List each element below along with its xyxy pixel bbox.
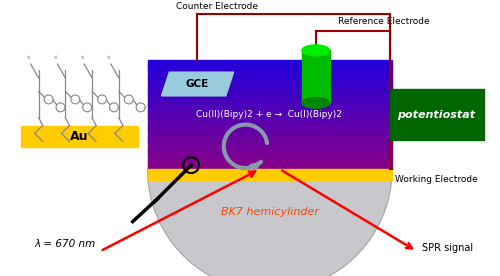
Bar xyxy=(148,68,392,71)
Bar xyxy=(148,169,392,180)
Bar xyxy=(148,132,392,134)
Bar xyxy=(21,126,138,147)
Circle shape xyxy=(56,103,65,112)
Bar xyxy=(148,99,392,102)
Text: S: S xyxy=(63,143,68,149)
Text: S: S xyxy=(90,143,94,149)
Bar xyxy=(148,108,392,110)
Text: Cu(II)(Bipy)2 + e →  Cu(I)(Bipy)2: Cu(II)(Bipy)2 + e → Cu(I)(Bipy)2 xyxy=(196,110,342,119)
Bar xyxy=(148,103,392,106)
Bar xyxy=(148,110,392,113)
Circle shape xyxy=(82,103,92,112)
Bar xyxy=(148,116,392,119)
Bar xyxy=(148,88,392,91)
Bar xyxy=(148,125,392,128)
Bar xyxy=(148,121,392,123)
Bar xyxy=(148,160,392,163)
Bar xyxy=(148,166,392,169)
Bar xyxy=(148,73,392,75)
Bar xyxy=(148,86,392,89)
Bar xyxy=(148,162,392,165)
Bar xyxy=(148,66,392,69)
Bar xyxy=(148,158,392,160)
Bar xyxy=(148,105,392,108)
Bar xyxy=(148,149,392,152)
Circle shape xyxy=(98,95,106,104)
Bar xyxy=(148,81,392,84)
Bar xyxy=(148,129,392,132)
Circle shape xyxy=(71,95,80,104)
Bar xyxy=(148,112,392,115)
Bar xyxy=(148,136,392,139)
Text: λ = 670 nm: λ = 670 nm xyxy=(35,239,96,249)
Text: S: S xyxy=(36,143,41,149)
Bar xyxy=(148,75,392,78)
Bar xyxy=(148,95,392,97)
Bar xyxy=(148,145,392,147)
Bar xyxy=(148,77,392,80)
Text: Au: Au xyxy=(70,130,88,143)
Bar xyxy=(148,71,392,73)
Bar xyxy=(148,138,392,141)
Text: si: si xyxy=(27,55,30,60)
Bar xyxy=(148,127,392,130)
Bar xyxy=(302,50,330,103)
Bar xyxy=(148,156,392,158)
Text: BK7 hemicylinder: BK7 hemicylinder xyxy=(221,207,319,217)
Text: Working Electrode: Working Electrode xyxy=(395,175,477,184)
Text: si: si xyxy=(107,55,111,60)
Circle shape xyxy=(44,95,53,104)
Polygon shape xyxy=(148,169,392,276)
Bar xyxy=(148,114,392,117)
Bar xyxy=(148,64,392,67)
Circle shape xyxy=(136,103,145,112)
Text: potentiostat: potentiostat xyxy=(398,110,475,120)
Text: S: S xyxy=(116,143,121,149)
Bar xyxy=(148,84,392,86)
Bar xyxy=(390,89,484,140)
Bar xyxy=(148,92,392,95)
Polygon shape xyxy=(162,72,234,96)
Bar xyxy=(148,140,392,143)
Bar xyxy=(148,134,392,136)
Bar xyxy=(148,153,392,156)
Bar xyxy=(148,123,392,126)
Bar xyxy=(148,118,392,121)
Text: Counter Electrode: Counter Electrode xyxy=(176,2,258,11)
Bar xyxy=(148,142,392,145)
Bar xyxy=(148,90,392,93)
Text: GCE: GCE xyxy=(186,79,209,89)
Text: SPR signal: SPR signal xyxy=(422,243,473,253)
Bar xyxy=(148,147,392,150)
Ellipse shape xyxy=(302,97,330,108)
Bar xyxy=(148,151,392,154)
Bar xyxy=(148,101,392,104)
Bar xyxy=(148,164,392,167)
Bar xyxy=(148,60,392,62)
Bar xyxy=(148,79,392,82)
Bar xyxy=(148,97,392,99)
Text: si: si xyxy=(80,55,84,60)
Text: si: si xyxy=(54,55,58,60)
Circle shape xyxy=(110,103,118,112)
Bar xyxy=(148,62,392,65)
Ellipse shape xyxy=(302,45,330,56)
Circle shape xyxy=(124,95,133,104)
Text: Reference Electrode: Reference Electrode xyxy=(338,17,429,26)
